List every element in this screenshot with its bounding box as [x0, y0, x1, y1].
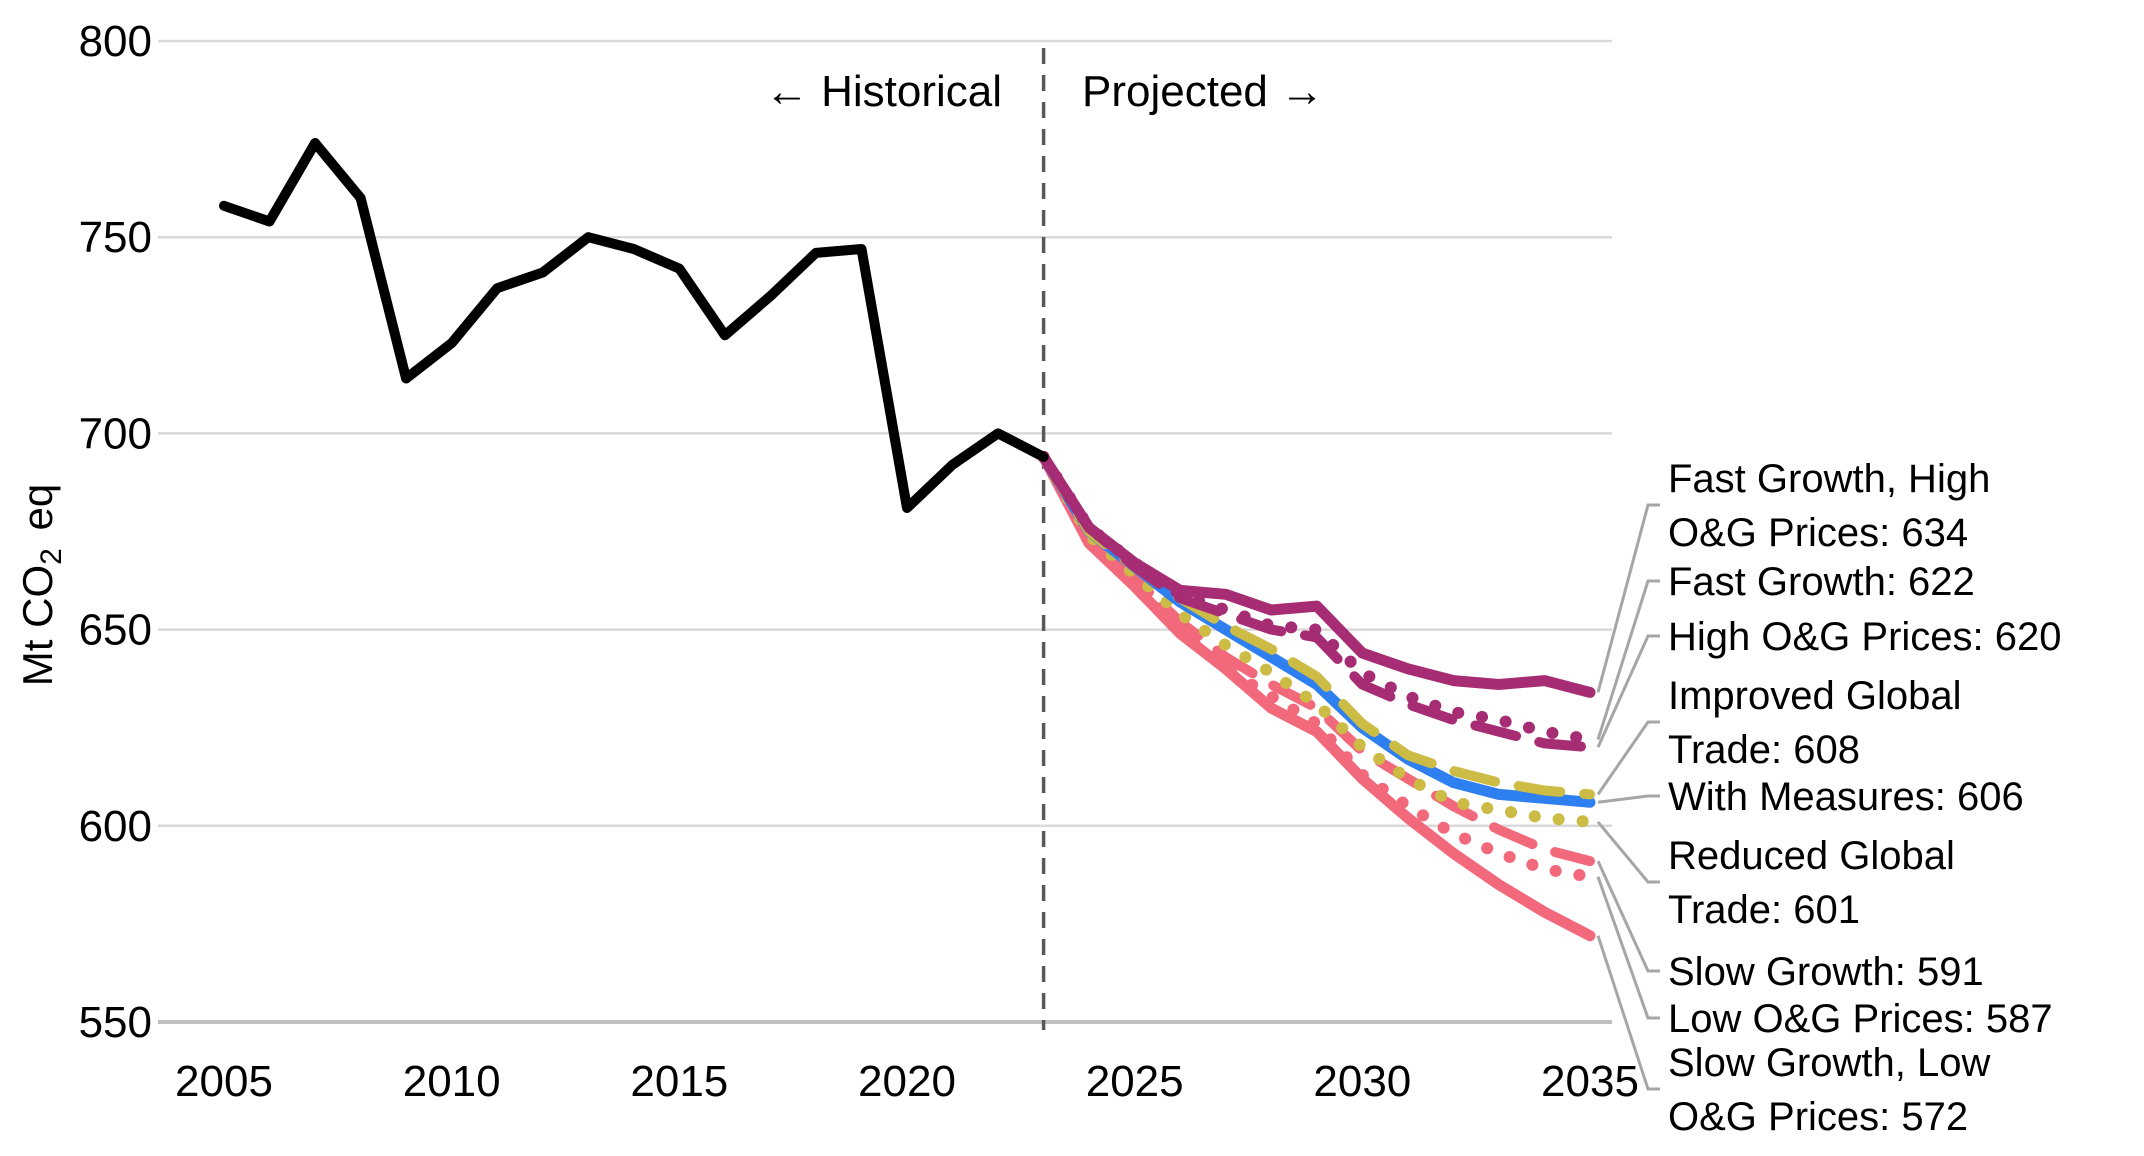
- series-label-fast-growth: Fast Growth: 622: [1668, 560, 1975, 604]
- leader-line-slow-growth-low-og-prices: [1596, 935, 1660, 1091]
- y-tick-label: 550: [79, 998, 152, 1047]
- y-tick-label: 750: [79, 213, 152, 262]
- y-tick-label: 650: [79, 606, 152, 655]
- series-label-line: Trade: 601: [1668, 888, 1860, 932]
- x-tick-label: 2020: [858, 1057, 956, 1106]
- leader-line-fast-growth: [1596, 579, 1660, 740]
- series-label-improved-global-trade: Improved Global Trade: 608: [1668, 674, 1961, 772]
- series-line-historical: [219, 138, 1049, 513]
- series-label-fast-growth-high-og-prices: Fast Growth, High O&G Prices: 634: [1668, 457, 1990, 555]
- series-label-with-measures: With Measures: 606: [1668, 775, 2024, 819]
- series-label-low-og-prices: Low O&G Prices: 587: [1668, 997, 2053, 1041]
- series-lines-layer: [219, 138, 1596, 942]
- leader-line-reduced-global-trade: [1596, 820, 1660, 884]
- x-tick-label: 2035: [1541, 1057, 1639, 1106]
- historical-annotation: ← Historical: [765, 67, 1002, 116]
- leader-line-high-og-prices: [1596, 634, 1660, 748]
- series-label-line: Slow Growth, Low: [1668, 1041, 1990, 1085]
- x-tick-label: 2005: [175, 1057, 273, 1106]
- series-label-line: Reduced Global: [1668, 834, 1955, 878]
- series-label-line: Fast Growth: 622: [1668, 560, 1975, 604]
- leader-line-with-measures: [1597, 794, 1660, 804]
- projected-annotation: Projected →: [1082, 67, 1324, 116]
- leader-lines-layer: [1596, 503, 1660, 1091]
- series-label-line: Trade: 608: [1668, 728, 1860, 772]
- leader-line-improved-global-trade: [1596, 720, 1660, 796]
- y-tick-label: 700: [79, 409, 152, 458]
- x-tick-label: 2030: [1313, 1057, 1411, 1106]
- axis-ticks-layer: 800 750 700 650 600 550 2005 2010 2015 2020 2025 20…: [79, 17, 1639, 1106]
- series-label-line: With Measures: 606: [1668, 775, 2024, 819]
- series-line-fast-growth-high-og-prices: [1038, 451, 1596, 698]
- leader-line-slow-growth: [1596, 860, 1660, 973]
- series-line-slow-growth-low-og-prices: [1038, 451, 1596, 942]
- x-tick-label: 2010: [403, 1057, 501, 1106]
- y-axis-title: Mt CO2 eq: [14, 484, 68, 686]
- series-label-high-og-prices: High O&G Prices: 620: [1668, 615, 2062, 659]
- series-line-fast-growth: [1037, 450, 1596, 746]
- y-tick-label: 600: [79, 802, 152, 851]
- series-label-reduced-global-trade: Reduced Global Trade: 601: [1668, 834, 1955, 932]
- leader-line-low-og-prices: [1596, 876, 1660, 1020]
- series-label-line: Slow Growth: 591: [1668, 950, 1984, 994]
- x-tick-label: 2015: [630, 1057, 728, 1106]
- x-tick-label: 2025: [1086, 1057, 1184, 1106]
- series-label-line: O&G Prices: 634: [1668, 511, 1968, 555]
- series-label-slow-growth: Slow Growth: 591: [1668, 950, 1984, 994]
- series-label-line: High O&G Prices: 620: [1668, 615, 2062, 659]
- series-line-low-og-prices: [1037, 450, 1596, 883]
- gridlines-layer: [158, 39, 1612, 1024]
- series-label-line: Fast Growth, High: [1668, 457, 1990, 501]
- series-label-line: Improved Global: [1668, 674, 1961, 718]
- y-tick-label: 800: [79, 17, 152, 66]
- series-line-slow-growth: [1038, 451, 1595, 867]
- leader-line-fast-growth-high-og-prices: [1596, 503, 1660, 693]
- series-label-line: O&G Prices: 572: [1668, 1095, 1968, 1139]
- series-label-line: Low O&G Prices: 587: [1668, 997, 2053, 1041]
- series-label-slow-growth-low-og-prices: Slow Growth, Low O&G Prices: 572: [1668, 1041, 1990, 1139]
